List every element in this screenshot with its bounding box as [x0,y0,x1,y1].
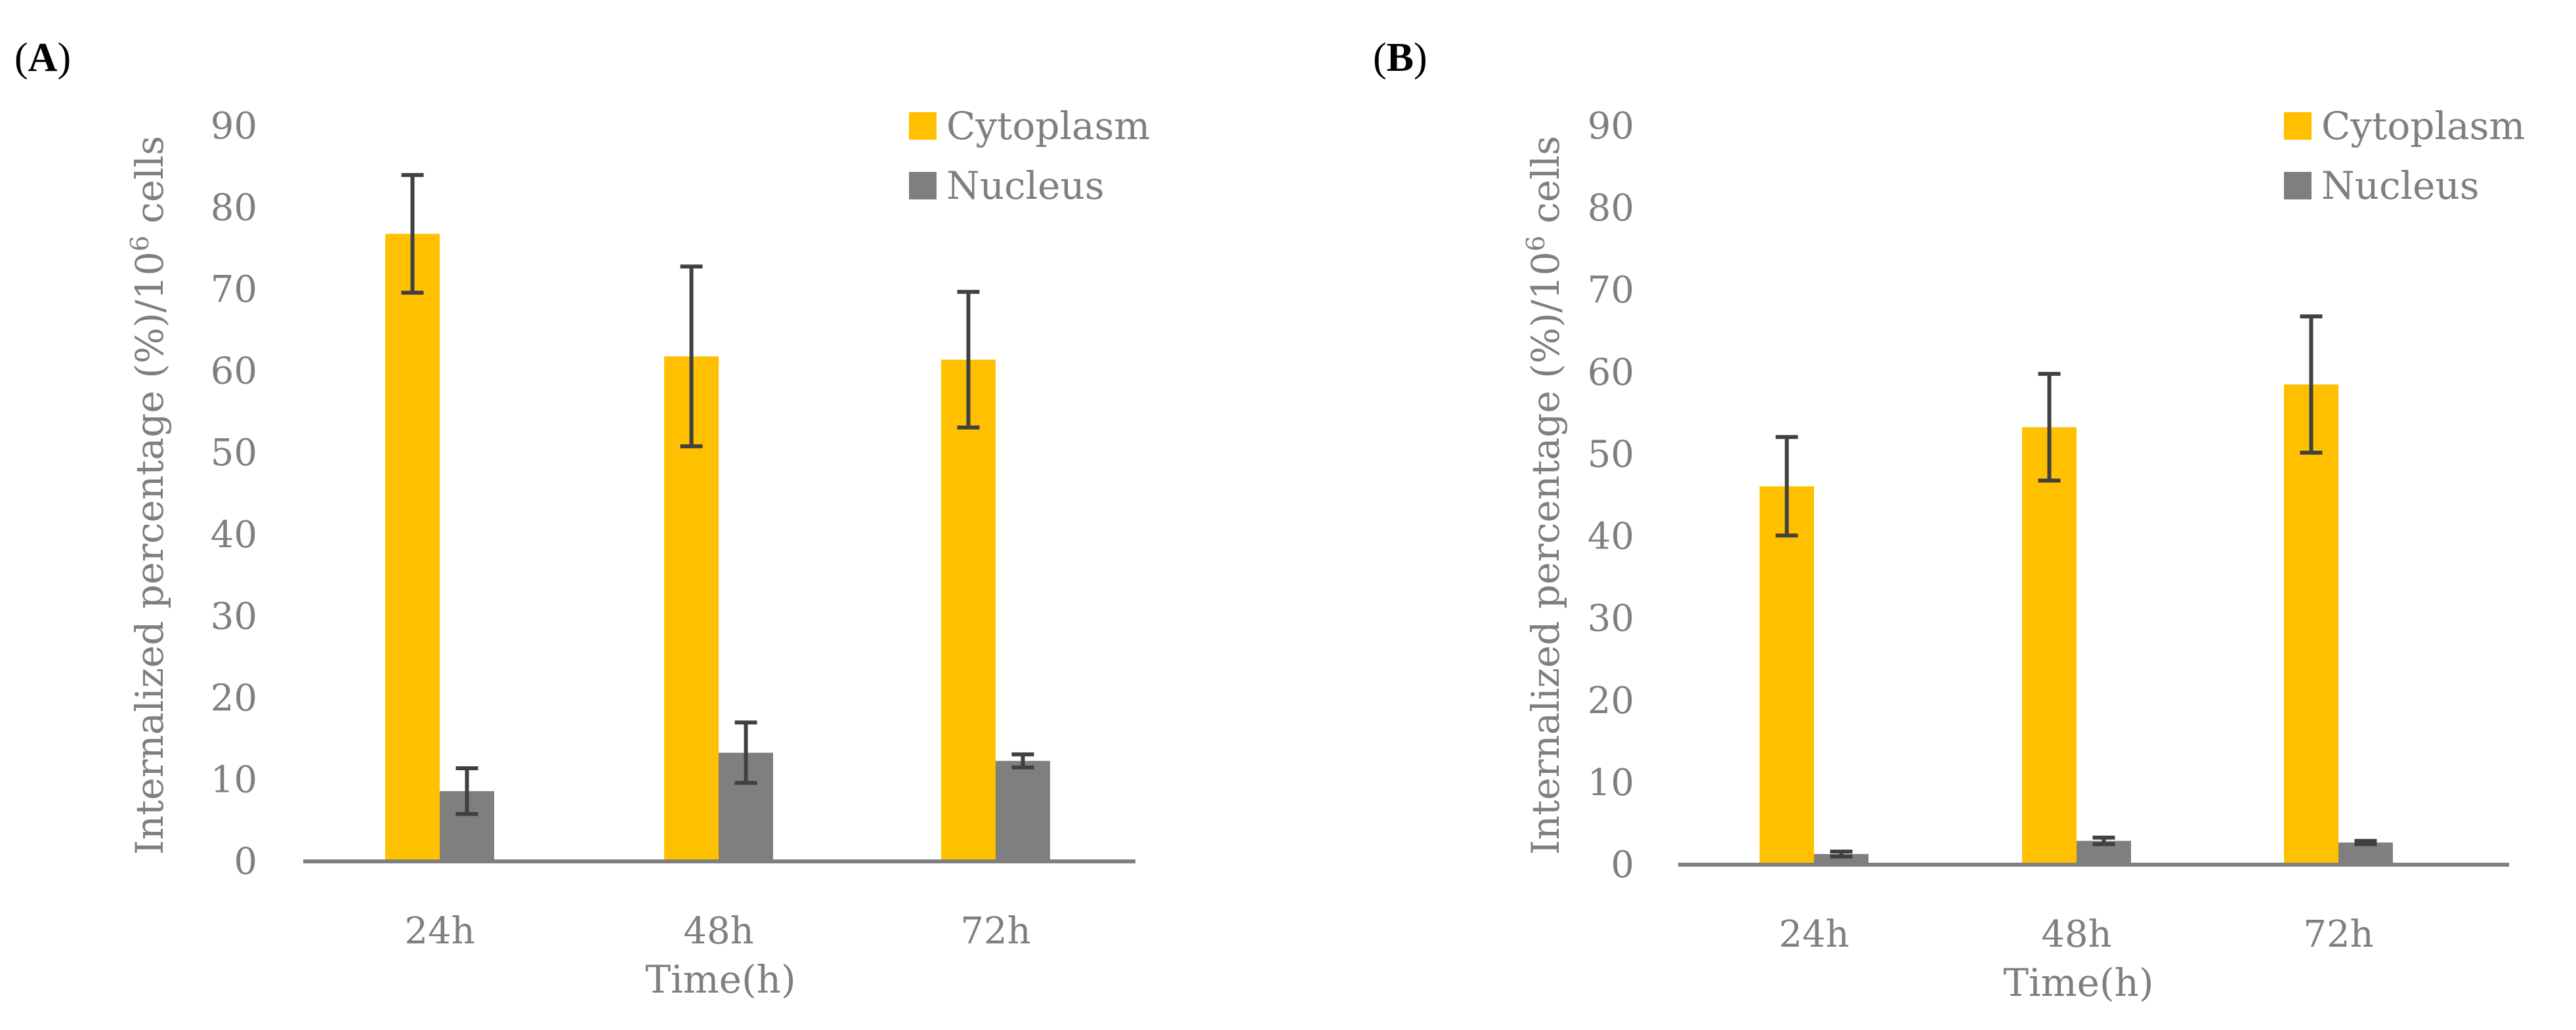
x-tick-label-48h: 48h [683,910,753,953]
y-axis-title-suffix: cells [1523,136,1568,236]
panel-label-letter: A [28,35,58,80]
nucleus-error-bar-48h [734,720,757,785]
y-axis-title-superscript: 6 [125,236,154,251]
y-tick-label: 40 [1588,516,1634,558]
y-axis-title-main: Internalized percentage (%)/10 [1523,251,1568,855]
y-axis-title: Internalized percentage (%)/106 cells [1521,136,1568,855]
nucleus-legend-label: Nucleus [946,163,1105,208]
nucleus-error-bar-72h [2354,838,2377,846]
x-tick-label-24h: 24h [404,910,475,953]
legend: Cytoplasm Nucleus [2284,104,2525,208]
nucleus-error-bar-72h [1011,752,1034,770]
cytoplasm-bar-72h [941,360,996,861]
cytoplasm-bar-72h [2284,384,2338,865]
cytoplasm-error-bar-24h [1775,435,1798,538]
nucleus-bar-72h [996,760,1050,861]
nucleus-legend-swatch [2284,172,2312,199]
y-tick-label: 10 [211,758,257,801]
legend: Cytoplasm Nucleus [909,104,1150,208]
y-tick-label: 10 [1588,762,1634,804]
y-tick-label: 30 [211,595,257,638]
nucleus-error-bar-48h [2092,835,2115,846]
y-tick-label: 60 [211,350,257,393]
chart-panel-a: (A) 0 10 20 30 40 50 60 70 80 90 24h 48h 72h Time(h) In… [14,35,1150,1002]
y-tick-label: 0 [234,840,257,883]
x-tick-label-72h: 72h [960,910,1030,953]
cytoplasm-bar-48h [2022,427,2077,865]
nucleus-bar-72h [2338,842,2393,865]
cytoplasm-error-bar-72h [2300,314,2323,455]
y-tick-label: 80 [1588,187,1634,230]
panel-label-close: ) [57,35,71,80]
cytoplasm-error-bar-48h [2038,371,2061,483]
y-tick-label: 20 [1588,680,1634,722]
y-tick-label: 90 [1588,105,1634,148]
panel-label-open: ( [1373,35,1387,80]
x-tick-label-72h: 72h [2303,913,2373,956]
y-tick-label: 20 [211,677,257,720]
x-tick-label-48h: 48h [2041,913,2111,956]
y-axis-title-suffix: cells [127,136,172,236]
nucleus-legend-swatch [909,172,937,199]
y-tick-label: 30 [1588,598,1634,640]
y-axis-title: Internalized percentage (%)/106 cells [125,136,172,855]
nucleus-error-bar-24h [1830,849,1853,859]
y-tick-label: 80 [211,187,257,230]
y-tick-label: 70 [211,268,257,311]
y-axis-title-superscript: 6 [1521,236,1550,251]
nucleus-bar-24h [1814,854,1869,865]
panel-label-letter: B [1387,35,1414,80]
panel-label: (A) [14,35,71,80]
nucleus-legend-label: Nucleus [2321,163,2480,208]
cytoplasm-error-bar-72h [957,289,980,430]
y-tick-label: 50 [211,432,257,474]
cytoplasm-legend-swatch [909,112,937,140]
cytoplasm-error-bar-48h [680,264,703,449]
y-tick-label: 60 [1588,351,1634,394]
cytoplasm-legend-swatch [2284,112,2312,140]
y-tick-label: 90 [211,105,257,148]
y-tick-label: 0 [1611,844,1634,886]
y-tick-label: 50 [1588,433,1634,476]
cytoplasm-bar-24h [385,234,440,861]
cytoplasm-bar-24h [1760,486,1814,865]
y-tick-label: 70 [1588,269,1634,312]
nucleus-error-bar-24h [455,766,478,816]
panel-label-close: ) [1414,35,1427,80]
panel-label-open: ( [14,35,28,80]
x-axis-title: Time(h) [2003,960,2153,1005]
x-tick-label-24h: 24h [1779,913,1849,956]
cytoplasm-legend-label: Cytoplasm [2321,104,2525,148]
y-tick-label: 40 [211,514,257,556]
cytoplasm-error-bar-24h [401,173,424,295]
y-axis-title-main: Internalized percentage (%)/10 [127,251,172,855]
panel-label: (B) [1373,35,1427,80]
chart-panel-b: (B) 0 10 20 30 40 50 60 70 80 90 24h 48h 72h Time(h) In… [1373,35,2525,1005]
cytoplasm-legend-label: Cytoplasm [946,104,1150,148]
x-axis-title: Time(h) [645,957,795,1002]
